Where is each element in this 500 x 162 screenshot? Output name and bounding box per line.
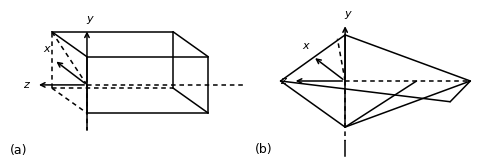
Text: z: z bbox=[23, 80, 29, 90]
Text: y: y bbox=[86, 14, 92, 24]
Text: y: y bbox=[344, 9, 350, 19]
Text: x: x bbox=[302, 41, 309, 51]
Text: (b): (b) bbox=[255, 143, 273, 156]
Text: (a): (a) bbox=[10, 144, 28, 157]
Text: x: x bbox=[44, 44, 51, 54]
Text: z: z bbox=[280, 76, 286, 86]
